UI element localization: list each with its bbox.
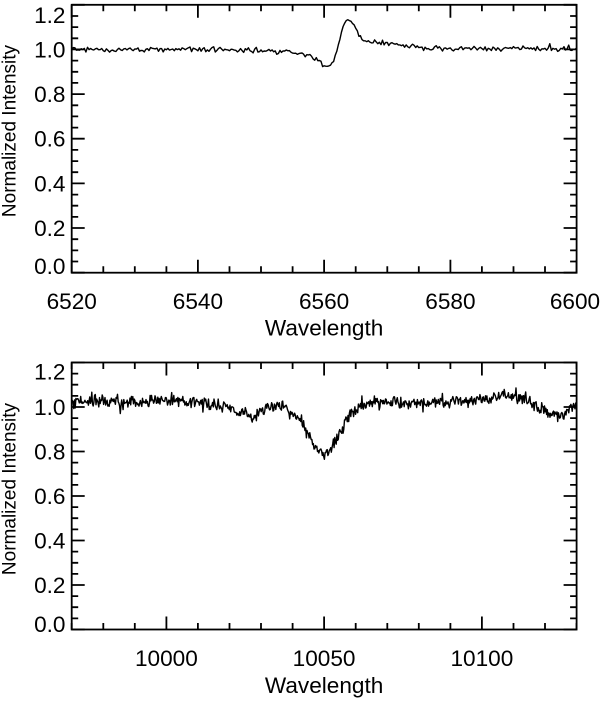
svg-text:0.2: 0.2 <box>34 216 65 241</box>
svg-text:0.6: 0.6 <box>34 127 65 152</box>
svg-text:6560: 6560 <box>299 289 349 314</box>
svg-text:Normalized Intensity: Normalized Intensity <box>0 44 21 217</box>
svg-text:Normalized Intensity: Normalized Intensity <box>0 402 21 575</box>
svg-text:1.0: 1.0 <box>34 37 65 62</box>
svg-text:0.8: 0.8 <box>34 82 65 107</box>
svg-text:0.4: 0.4 <box>34 529 65 554</box>
svg-text:1.2: 1.2 <box>34 360 65 385</box>
svg-text:6520: 6520 <box>47 289 97 314</box>
svg-text:0.4: 0.4 <box>34 171 65 196</box>
svg-text:Wavelength: Wavelength <box>265 673 383 698</box>
svg-text:10100: 10100 <box>450 646 513 671</box>
svg-text:0.0: 0.0 <box>34 254 65 279</box>
svg-text:0.6: 0.6 <box>34 484 65 509</box>
svg-text:0.2: 0.2 <box>34 573 65 598</box>
svg-text:6580: 6580 <box>425 289 475 314</box>
svg-text:10050: 10050 <box>293 646 356 671</box>
svg-text:1.0: 1.0 <box>34 395 65 420</box>
svg-text:1.2: 1.2 <box>34 3 65 28</box>
svg-text:0.8: 0.8 <box>34 440 65 465</box>
svg-text:6540: 6540 <box>173 289 223 314</box>
svg-text:Wavelength: Wavelength <box>265 316 383 341</box>
svg-text:6600: 6600 <box>550 289 600 314</box>
svg-text:10000: 10000 <box>135 646 198 671</box>
svg-text:0.0: 0.0 <box>34 612 65 637</box>
